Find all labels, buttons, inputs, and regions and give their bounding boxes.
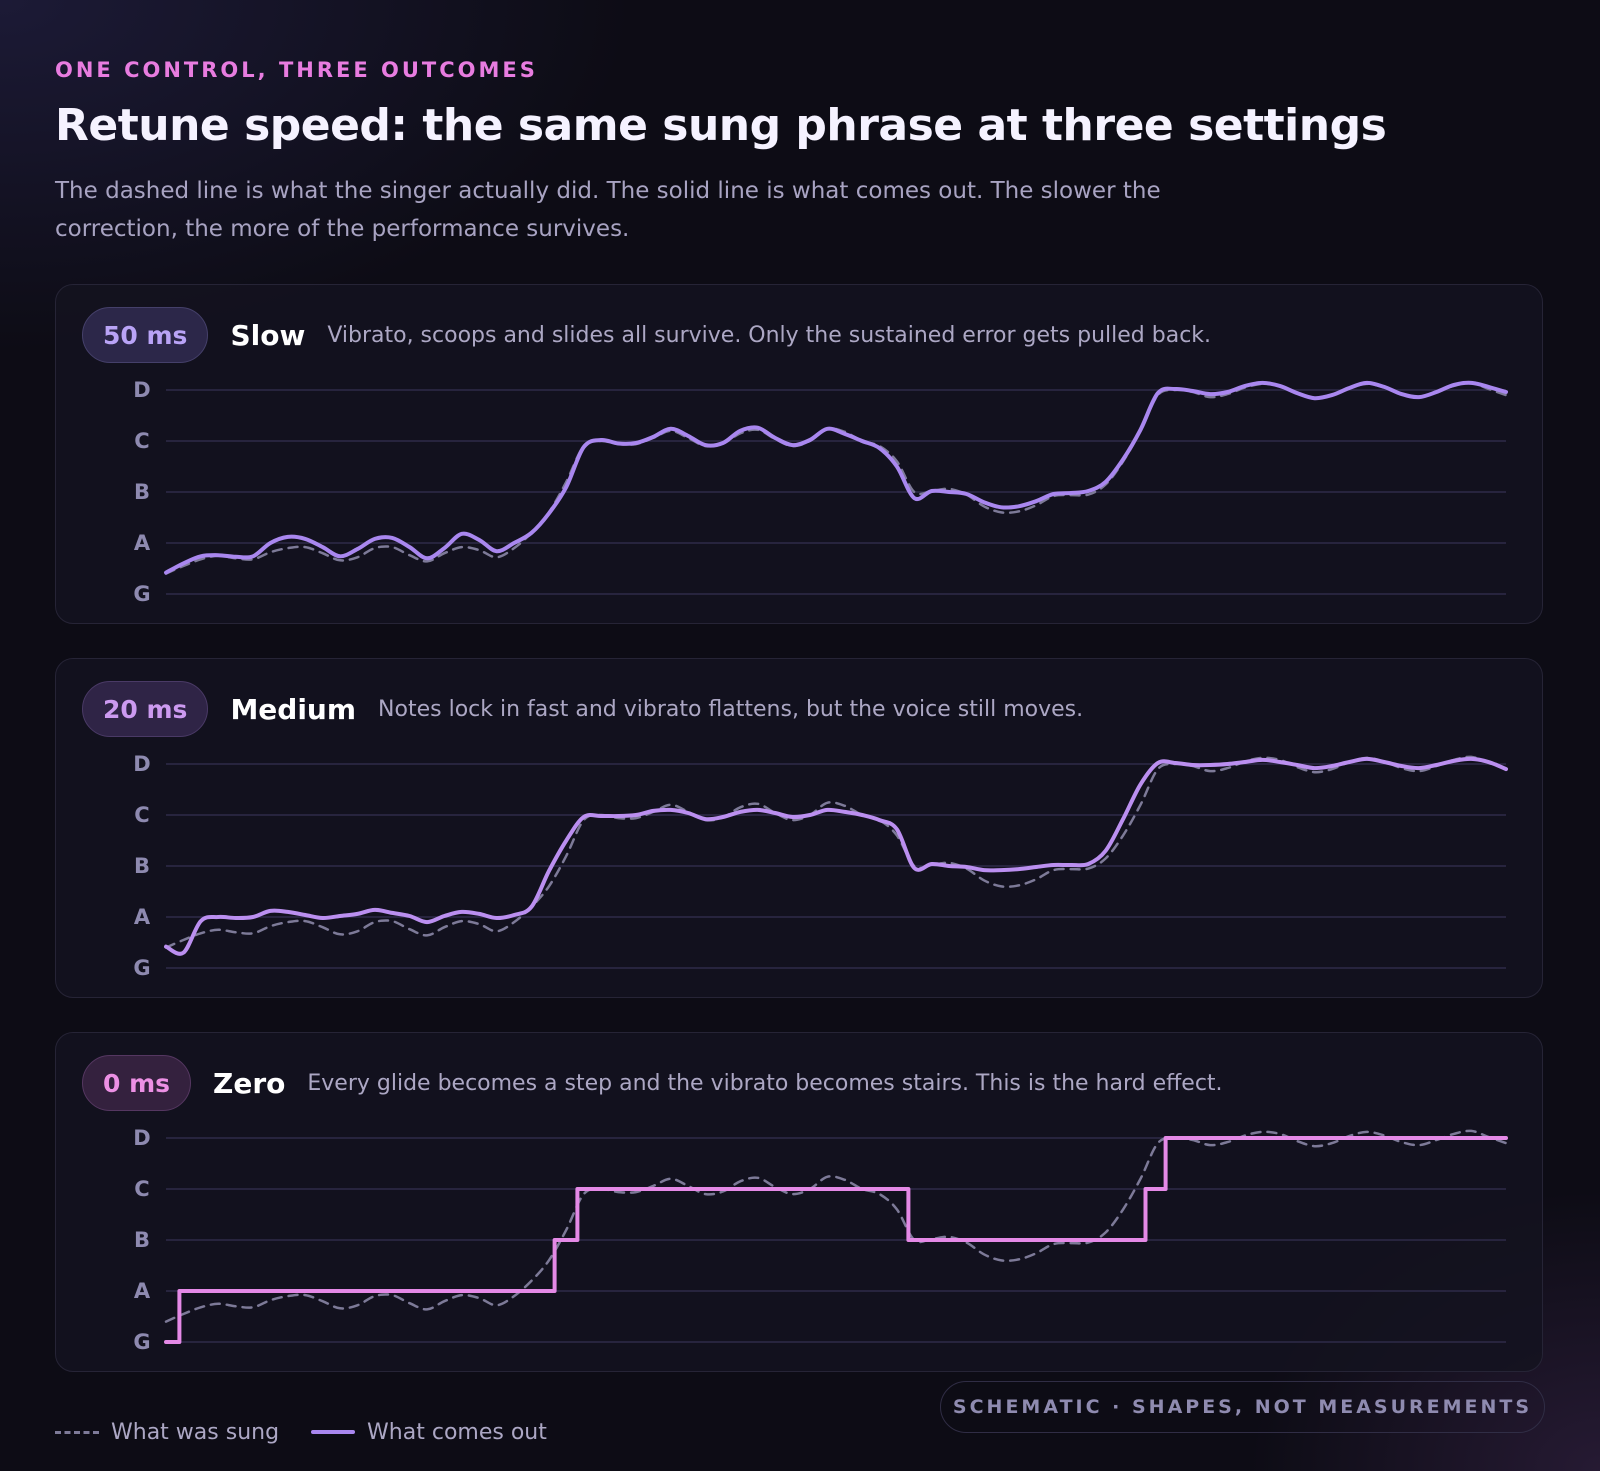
legend-label-sung: What was sung	[111, 1419, 280, 1445]
output-line	[164, 380, 1508, 575]
speed-badge: 50 ms	[82, 307, 209, 363]
y-tick-label: A	[134, 1279, 151, 1303]
pitch-chart-slow: G A B C D	[133, 378, 1508, 606]
y-tick-label: C	[134, 803, 149, 827]
y-tick-label: A	[134, 531, 151, 555]
eyebrow: ONE CONTROL, THREE OUTCOMES	[55, 58, 538, 82]
speed-badge: 0 ms	[82, 1055, 192, 1111]
pitch-chart-zero: G A B C D	[133, 1126, 1508, 1354]
y-tick-label: D	[133, 378, 150, 402]
y-tick-label: D	[133, 1126, 150, 1150]
panel-medium: 20 ms Medium Notes lock in fast and vibr…	[55, 658, 1543, 998]
y-tick-label: B	[134, 480, 150, 504]
speed-name: Zero	[213, 1066, 286, 1100]
y-tick-label: C	[134, 1177, 149, 1201]
speed-description: Vibrato, scoops and slides all survive. …	[327, 322, 1212, 348]
speed-description: Notes lock in fast and vibrato flattens,…	[378, 696, 1084, 722]
speed-badge: 20 ms	[82, 681, 209, 737]
panel-zero: 0 ms Zero Every glide becomes a step and…	[55, 1032, 1543, 1372]
page-subtitle: The dashed line is what the singer actua…	[55, 178, 1161, 242]
panel-slow: 50 ms Slow Vibrato, scoops and slides al…	[55, 284, 1543, 624]
panel-header: 0 ms Zero Every glide becomes a step and…	[82, 1055, 1223, 1111]
y-tick-label: G	[133, 1330, 150, 1354]
speed-name: Medium	[230, 692, 357, 726]
y-tick-label: G	[133, 582, 150, 606]
output-line	[164, 756, 1508, 956]
legend-swatch-sung	[55, 1430, 99, 1434]
schematic-note: SCHEMATIC · SHAPES, NOT MEASUREMENTS	[940, 1381, 1545, 1433]
sung-line	[164, 755, 1508, 949]
speed-name: Slow	[230, 318, 306, 352]
sung-line	[164, 1129, 1508, 1323]
page-title: Retune speed: the same sung phrase at th…	[55, 100, 1387, 151]
output-line	[164, 1136, 1508, 1344]
speed-description: Every glide becomes a step and the vibra…	[307, 1070, 1223, 1096]
legend-swatch-output	[311, 1430, 356, 1434]
legend: What was sung What comes out	[55, 1412, 547, 1452]
y-tick-label: C	[134, 429, 149, 453]
y-tick-label: A	[134, 905, 151, 929]
y-tick-label: D	[133, 752, 150, 776]
y-tick-label: B	[134, 1228, 150, 1252]
panel-header: 50 ms Slow Vibrato, scoops and slides al…	[82, 307, 1211, 363]
panel-header: 20 ms Medium Notes lock in fast and vibr…	[82, 681, 1083, 737]
pitch-chart-medium: G A B C D	[133, 752, 1508, 980]
y-tick-label: B	[134, 854, 150, 878]
legend-label-output: What comes out	[367, 1419, 547, 1445]
y-tick-label: G	[133, 956, 150, 980]
